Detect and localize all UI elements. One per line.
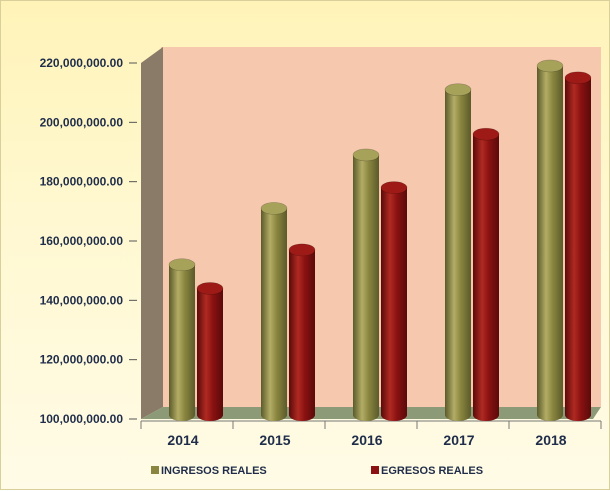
bar-ingresos-reales-2016 [352, 148, 380, 421]
legend-item-1: EGRESOS REALES [371, 465, 483, 477]
legend-label: INGRESOS REALES [161, 465, 267, 477]
legend-label: EGRESOS REALES [381, 465, 483, 477]
bar-ingresos-reales-2015 [260, 202, 288, 421]
bar-egresos-reales-2018 [564, 71, 592, 421]
x-axis: 2014 2015 2016 2017 2018 [140, 420, 602, 448]
x-tick-label: 2017 [443, 432, 474, 448]
y-tick-label: 200,000,000.00 [40, 115, 124, 129]
bar-ingresos-reales-2018 [536, 59, 564, 421]
legend-swatch [371, 466, 379, 474]
legend: INGRESOS REALES EGRESOS REALES [151, 465, 483, 477]
bar-ingresos-reales-2017 [444, 83, 472, 421]
x-tick-label: 2015 [259, 432, 290, 448]
x-tick-label: 2016 [351, 432, 382, 448]
bar-egresos-reales-2014 [196, 282, 224, 421]
x-tick-label: 2014 [167, 432, 198, 448]
legend-item-0: INGRESOS REALES [151, 465, 267, 477]
x-tick-label: 2018 [535, 432, 566, 448]
bar-ingresos-reales-2014 [168, 258, 196, 421]
y-tick-label: 180,000,000.00 [40, 175, 124, 189]
bar-egresos-reales-2017 [472, 127, 500, 421]
bars [168, 59, 592, 421]
y-tick-label: 220,000,000.00 [40, 56, 124, 70]
y-tick-label: 120,000,000.00 [40, 353, 124, 367]
bar-egresos-reales-2015 [288, 243, 316, 421]
bar-egresos-reales-2016 [380, 181, 408, 421]
y-tick-label: 140,000,000.00 [40, 293, 124, 307]
side-wall [141, 47, 163, 419]
legend-swatch [151, 466, 159, 474]
y-tick-label: 100,000,000.00 [40, 412, 124, 426]
y-axis: 220,000,000.00 200,000,000.00 180,000,000.… [40, 56, 137, 426]
y-tick-label: 160,000,000.00 [40, 234, 124, 248]
